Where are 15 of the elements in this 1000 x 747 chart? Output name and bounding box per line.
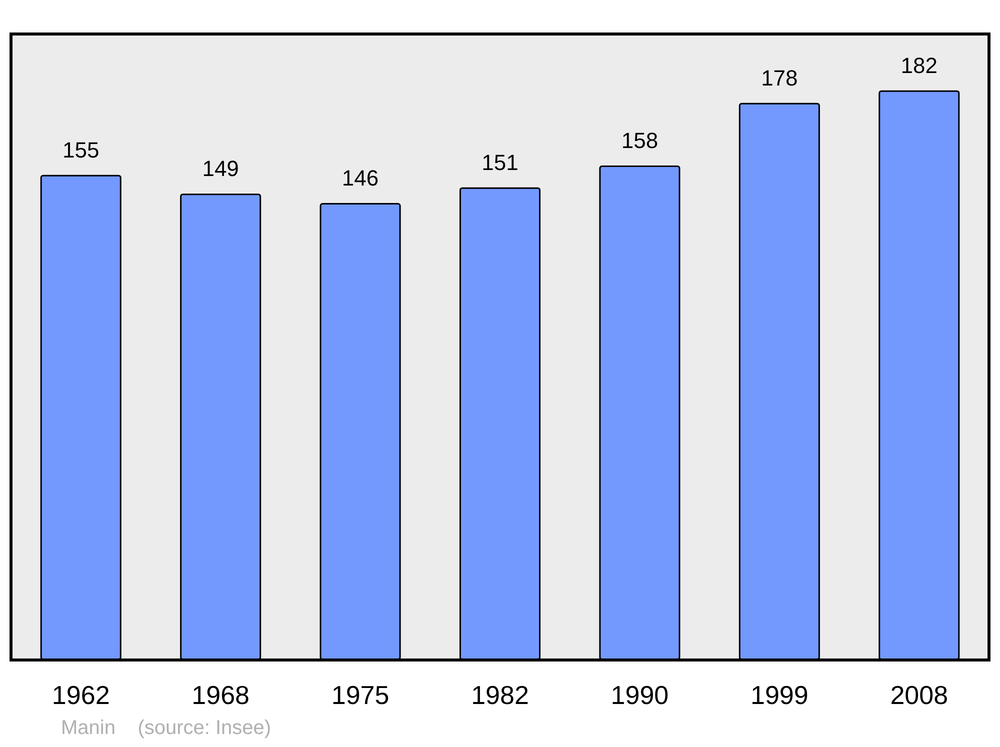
data-label: 151: [482, 150, 518, 175]
x-tick-label: 2008: [890, 680, 948, 710]
data-label: 178: [761, 65, 798, 90]
data-label: 155: [62, 137, 100, 162]
x-tick-label: 1968: [192, 680, 250, 710]
x-tick-label: 1975: [331, 680, 390, 710]
data-label: 182: [900, 52, 938, 78]
data-label: 149: [202, 156, 239, 182]
x-tick-label: 1990: [610, 680, 669, 710]
data-label: 146: [342, 166, 379, 191]
x-tick-label: 1999: [750, 680, 808, 710]
x-tick-label: 1962: [52, 680, 110, 710]
text: Manin (source: Insee): [61, 717, 272, 739]
data-label: 158: [621, 128, 658, 153]
x-tick-label: 1982: [471, 680, 529, 710]
